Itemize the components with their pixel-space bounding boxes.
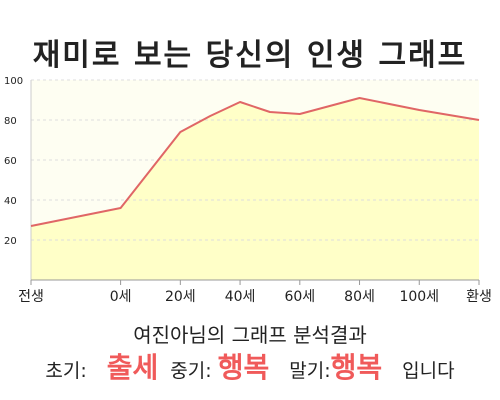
y-tick-label-40: 40 bbox=[4, 196, 17, 207]
y-tick-label-60: 60 bbox=[4, 156, 17, 167]
mid-period-value: 행복 bbox=[217, 351, 270, 384]
page-title: 재미로 보는 당신의 인생 그래프 bbox=[32, 38, 468, 73]
y-tick-label-20: 20 bbox=[4, 236, 17, 247]
x-tick-label-3: 40세 bbox=[225, 289, 256, 305]
x-tick-label-2: 20세 bbox=[165, 289, 196, 305]
result-summary: 초기: 출세 중기: 행복 말기:행복 입니다 bbox=[0, 346, 500, 386]
result-heading: 여진아님의 그래프 분석결과 bbox=[133, 323, 367, 347]
late-period-label: 말기: bbox=[289, 360, 331, 382]
y-tick-label-80: 80 bbox=[4, 116, 17, 127]
early-period-value: 출세 bbox=[106, 351, 159, 384]
y-tick-label-100: 100 bbox=[4, 76, 23, 87]
x-tick-label-1: 0세 bbox=[110, 289, 132, 305]
life-series-line bbox=[30, 97, 480, 227]
x-tick-label-6: 100세 bbox=[399, 289, 439, 305]
area-fill bbox=[31, 98, 479, 280]
mid-period-label: 중기: bbox=[170, 360, 212, 382]
early-period-label: 초기: bbox=[45, 360, 87, 382]
result-suffix: 입니다 bbox=[402, 360, 455, 382]
x-tick-label-4: 60세 bbox=[284, 289, 315, 305]
x-tick-label-0: 전생 bbox=[18, 289, 44, 305]
late-period-value: 행복 bbox=[330, 351, 383, 384]
x-tick-label-7: 환생 bbox=[466, 289, 492, 305]
x-tick-label-5: 80세 bbox=[344, 289, 375, 305]
